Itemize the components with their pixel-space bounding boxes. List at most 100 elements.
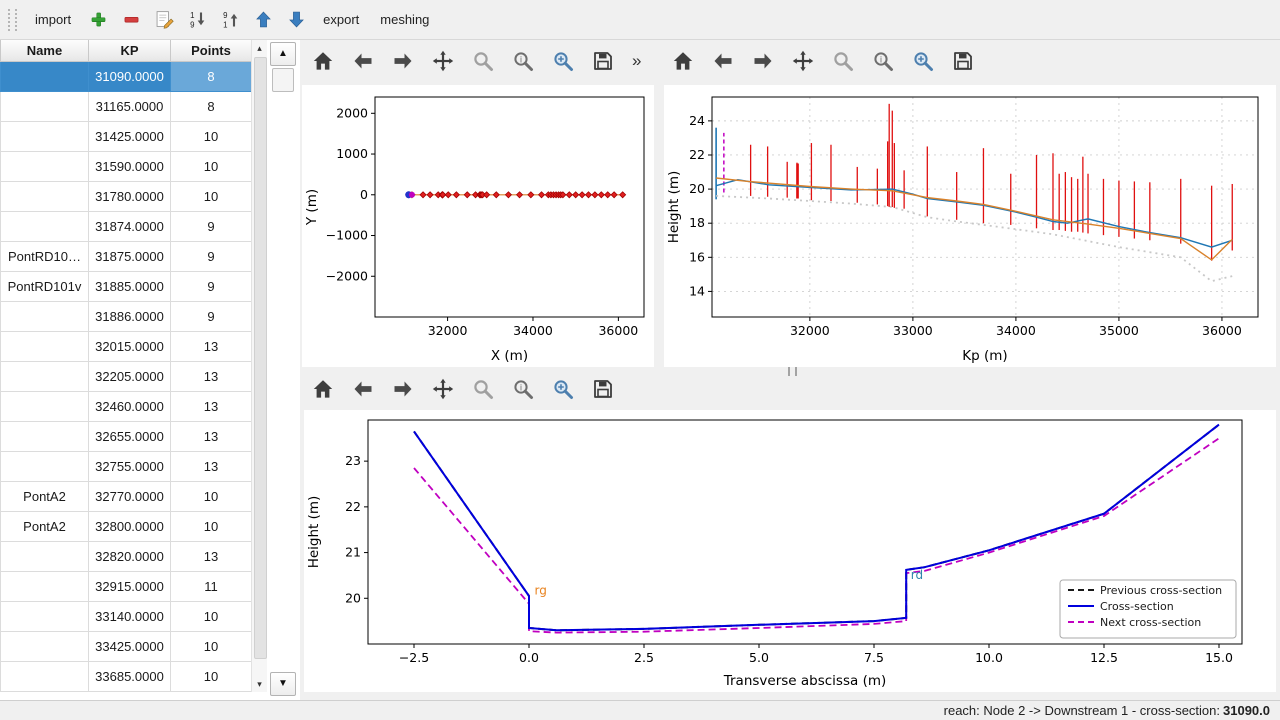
table-row[interactable]: PontA2 32770.0000 10 xyxy=(0,481,251,512)
save-button[interactable] xyxy=(588,46,618,76)
zoom-icon xyxy=(474,52,493,71)
splitter-handle[interactable] xyxy=(788,367,797,376)
cell-kp: 31165.0000 xyxy=(88,91,171,122)
table-row[interactable]: 31874.0000 9 xyxy=(0,211,251,242)
longitudinal-profile-plot-canvas[interactable]: 32000 33000 34000 35000 36000 14 16 18 20 22 24 Kp … xyxy=(664,85,1276,372)
cell-kp: 31886.0000 xyxy=(88,301,171,332)
forward-button[interactable] xyxy=(388,374,418,404)
table-row[interactable]: 32460.0000 13 xyxy=(0,391,251,422)
table-row[interactable]: 32655.0000 13 xyxy=(0,421,251,452)
table-row[interactable]: PontA2 32800.0000 10 xyxy=(0,511,251,542)
home-button[interactable] xyxy=(308,374,338,404)
save-button[interactable] xyxy=(588,374,618,404)
cell-name xyxy=(0,661,89,692)
table-row[interactable]: 31780.0000 10 xyxy=(0,181,251,212)
home-button[interactable] xyxy=(308,46,338,76)
menu-import[interactable]: import xyxy=(35,12,72,27)
save-button[interactable] xyxy=(948,46,978,76)
save-icon xyxy=(594,380,612,398)
column-header-kp[interactable]: KP xyxy=(88,40,171,62)
zoom-region-button[interactable] xyxy=(908,46,938,76)
back-button[interactable] xyxy=(708,46,738,76)
longitudinal-profile-plot[interactable]: 32000 33000 34000 35000 36000 14 16 18 20 22 24 Kp … xyxy=(664,85,1276,367)
table-row[interactable]: 31886.0000 9 xyxy=(0,301,251,332)
pan-icon xyxy=(432,378,454,400)
zoom-button[interactable] xyxy=(468,374,498,404)
svg-text:7.5: 7.5 xyxy=(864,650,884,665)
table-row[interactable]: 32015.0000 13 xyxy=(0,331,251,362)
home-button[interactable] xyxy=(668,46,698,76)
zoom-info-icon: i xyxy=(874,52,893,71)
save-icon xyxy=(594,52,612,70)
menu-meshing[interactable]: meshing xyxy=(380,12,430,27)
remove-section-button[interactable] xyxy=(118,7,144,33)
back-icon xyxy=(354,381,372,397)
cell-kp: 32655.0000 xyxy=(88,421,171,452)
forward-button[interactable] xyxy=(748,46,778,76)
sort-ascending-button[interactable]: 1 9 xyxy=(184,7,210,33)
edit-sections-button[interactable] xyxy=(151,7,177,33)
menu-export[interactable]: export xyxy=(323,12,360,27)
table-row[interactable]: PontRD101v 31885.0000 9 xyxy=(0,271,251,302)
table-row[interactable]: 32820.0000 13 xyxy=(0,541,251,572)
panel-scrollbar[interactable]: ▲ ▼ xyxy=(270,42,298,698)
back-button[interactable] xyxy=(348,46,378,76)
pan-button[interactable] xyxy=(428,374,458,404)
scroll-up-button[interactable]: ▲ xyxy=(270,42,296,66)
zoom-region-button[interactable] xyxy=(548,374,578,404)
forward-button[interactable] xyxy=(388,46,418,76)
scroll-down-button[interactable]: ▼ xyxy=(270,672,296,696)
table-row[interactable]: 32915.0000 11 xyxy=(0,571,251,602)
scroll-down-icon[interactable]: ▾ xyxy=(257,679,262,689)
svg-text:−1000: −1000 xyxy=(326,228,368,243)
table-row[interactable]: 31590.0000 10 xyxy=(0,151,251,182)
add-section-button[interactable] xyxy=(85,7,111,33)
table-scrollbar[interactable]: ▴ ▾ xyxy=(251,40,267,692)
zoom-info-button[interactable]: i xyxy=(508,374,538,404)
plan-view-plot[interactable]: 32000 34000 36000 2000 1000 0 −1000 −2000 X (m) Y… xyxy=(302,85,654,367)
cross-section-plot-canvas[interactable]: rg rd −2.5 0.0 2.5 5.0 7.5 10.0 12.5 15.0 20 21 22 23… xyxy=(304,410,1276,697)
zoom-region-button[interactable] xyxy=(548,46,578,76)
pan-button[interactable] xyxy=(788,46,818,76)
back-button[interactable] xyxy=(348,374,378,404)
table-row[interactable]: 33425.0000 10 xyxy=(0,631,251,662)
table-row[interactable]: 31425.0000 10 xyxy=(0,121,251,152)
table-row[interactable]: 32205.0000 13 xyxy=(0,361,251,392)
table-scrollbar-thumb[interactable] xyxy=(254,57,267,659)
svg-text:24: 24 xyxy=(689,113,705,128)
pan-button[interactable] xyxy=(428,46,458,76)
sort-descending-button[interactable]: 9 1 xyxy=(217,7,243,33)
axis-tick-labels: −2.5 0.0 2.5 5.0 7.5 10.0 12.5 15.0 20 21 22 23 xyxy=(345,453,1233,665)
axis-ticks xyxy=(371,112,619,321)
cell-kp: 32755.0000 xyxy=(88,451,171,482)
svg-text:18: 18 xyxy=(689,215,705,230)
table-row[interactable]: 33685.0000 10 xyxy=(0,661,251,692)
scroll-up-icon[interactable]: ▴ xyxy=(257,43,262,53)
status-bar: reach: Node 2 -> Downstream 1 - cross-se… xyxy=(0,700,1280,720)
table-row[interactable]: PontRD10… 31875.0000 9 xyxy=(0,241,251,272)
series-right-bank-label: rd xyxy=(911,568,923,582)
cell-points: 10 xyxy=(170,121,251,152)
table-row[interactable]: 32755.0000 13 xyxy=(0,451,251,482)
table-row[interactable]: 33140.0000 10 xyxy=(0,601,251,632)
toolbar-overflow-button[interactable]: » xyxy=(632,51,642,70)
cell-points: 13 xyxy=(170,541,251,572)
column-header-points[interactable]: Points xyxy=(170,40,251,62)
zoom-info-button[interactable]: i xyxy=(868,46,898,76)
column-header-name[interactable]: Name xyxy=(0,40,89,62)
cell-kp: 33685.0000 xyxy=(88,661,171,692)
svg-text:23: 23 xyxy=(345,453,361,468)
zoom-info-button[interactable]: i xyxy=(508,46,538,76)
move-down-button[interactable] xyxy=(283,7,309,33)
cross-section-plot[interactable]: rg rd −2.5 0.0 2.5 5.0 7.5 10.0 12.5 15.0 20 21 22 23… xyxy=(304,410,1276,692)
svg-text:i: i xyxy=(880,54,882,64)
toolbar-drag-handle[interactable] xyxy=(8,8,17,31)
zoom-button[interactable] xyxy=(828,46,858,76)
table-row[interactable]: 31165.0000 8 xyxy=(0,91,251,122)
table-row[interactable]: 31090.0000 8 xyxy=(0,61,251,92)
panel-scrollbar-thumb[interactable] xyxy=(272,68,294,92)
zoom-button[interactable] xyxy=(468,46,498,76)
svg-text:1: 1 xyxy=(223,20,227,29)
plan-view-plot-canvas[interactable]: 32000 34000 36000 2000 1000 0 −1000 −2000 X (m) Y… xyxy=(302,85,654,372)
move-up-button[interactable] xyxy=(250,7,276,33)
